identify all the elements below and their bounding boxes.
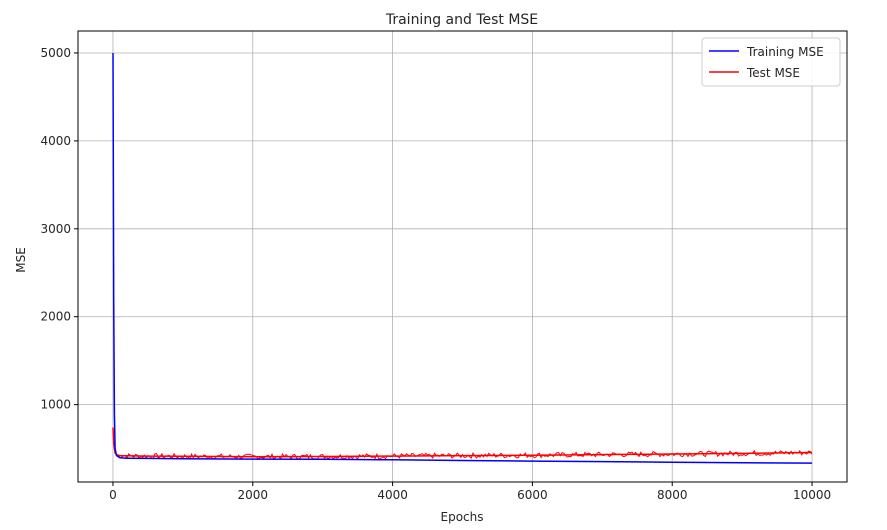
x-tick-label: 4000 bbox=[377, 488, 408, 502]
y-tick-label: 2000 bbox=[40, 310, 71, 324]
series-lines bbox=[112, 52, 813, 464]
x-axis-title: Epochs bbox=[441, 510, 484, 524]
legend-box bbox=[701, 37, 841, 87]
x-tick-label: 10000 bbox=[793, 488, 831, 502]
axis-ticks: 0 2000 4000 6000 8000 10000 1000 2000 3000 4000 50… bbox=[40, 46, 831, 502]
x-tick-label: 8000 bbox=[657, 488, 688, 502]
y-tick-label: 4000 bbox=[40, 134, 71, 148]
x-tick-label: 2000 bbox=[237, 488, 268, 502]
x-tick-label: 6000 bbox=[517, 488, 548, 502]
x-tick-label: 0 bbox=[109, 488, 117, 502]
y-tick-label: 3000 bbox=[40, 222, 71, 236]
grid bbox=[78, 31, 847, 482]
legend: Training MSE Test MSE bbox=[701, 37, 841, 87]
legend-label-test: Test MSE bbox=[746, 66, 800, 80]
chart-title: Training and Test MSE bbox=[385, 12, 538, 28]
y-tick-label: 1000 bbox=[40, 398, 71, 412]
training-mse-line bbox=[112, 52, 813, 464]
y-tick-label: 5000 bbox=[40, 46, 71, 60]
plot-frame bbox=[77, 30, 848, 483]
y-axis-title: MSE bbox=[14, 247, 28, 273]
legend-label-training: Training MSE bbox=[746, 45, 824, 59]
